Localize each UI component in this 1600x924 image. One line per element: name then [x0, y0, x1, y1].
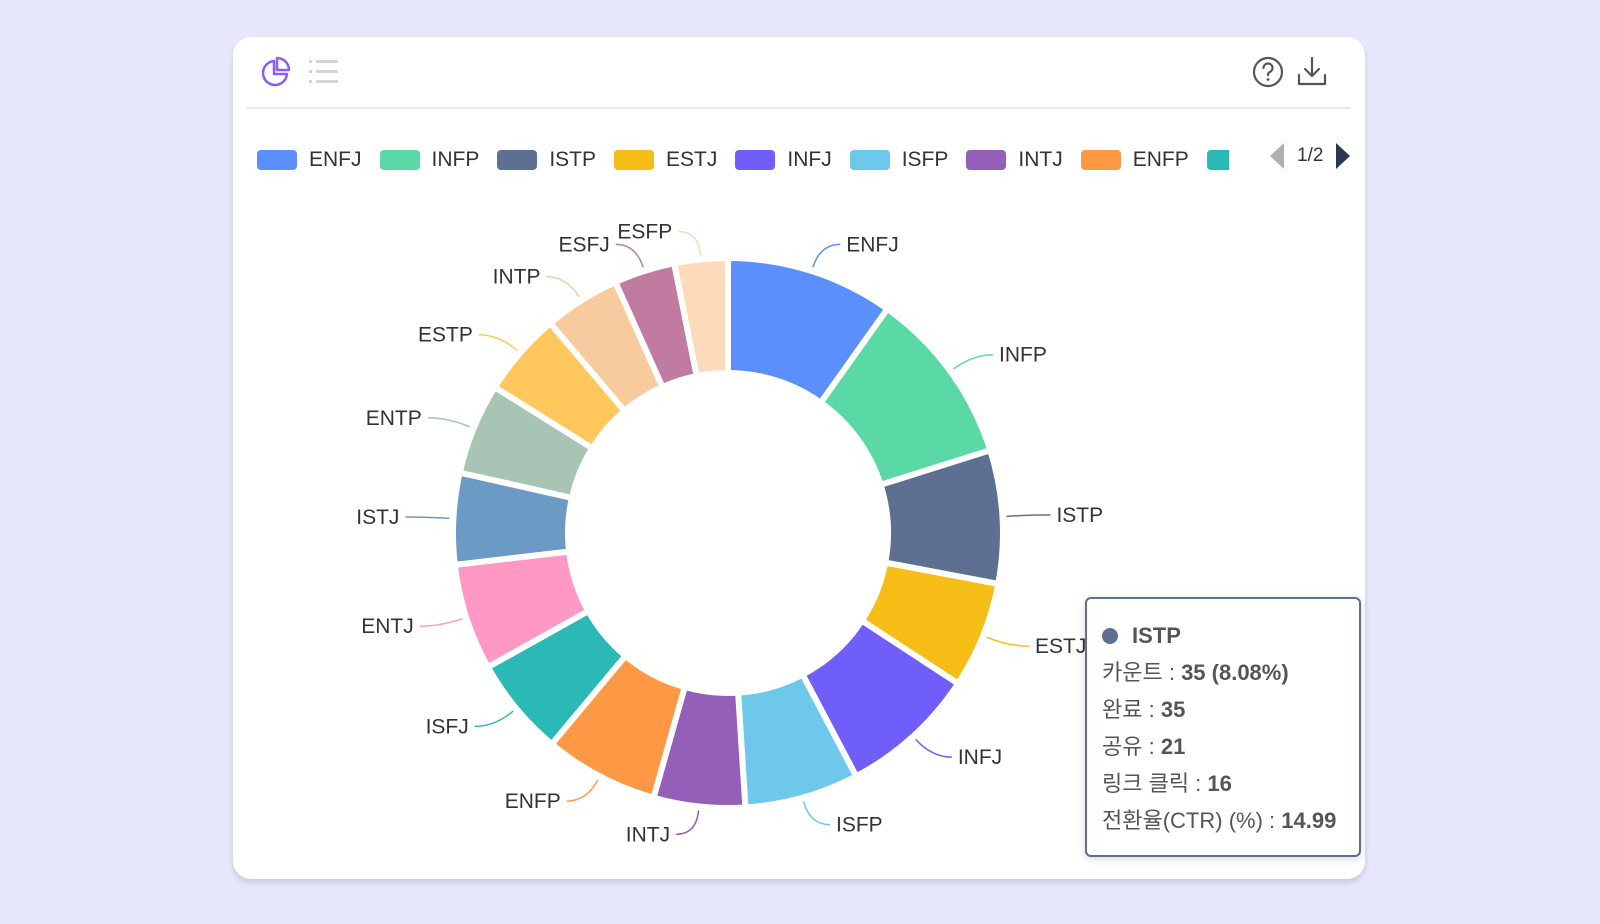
label-leader-line [419, 618, 463, 627]
slice-label: INFJ [958, 746, 1002, 769]
legend-label: ESTJ [666, 148, 718, 171]
slice-label: ISTJ [356, 506, 399, 529]
legend-swatch [379, 150, 420, 170]
legend-label: INTJ [1018, 148, 1063, 171]
legend-swatch [966, 150, 1007, 170]
legend-swatch [1080, 150, 1121, 170]
legend-label: ISTP [549, 148, 597, 171]
donut-slice[interactable] [817, 305, 994, 488]
help-icon[interactable] [1251, 55, 1285, 89]
slice-label: ESTJ [1035, 635, 1086, 658]
donut-slice[interactable] [725, 255, 891, 406]
label-leader-line [812, 243, 841, 268]
tooltip: ISTP 카운트 : 35 (8.08%) 완료 : 35 공유 : 21 링크 클릭… [1085, 597, 1361, 857]
donut-slice[interactable] [799, 617, 962, 780]
chart-card: ENFJ INFP ISTP ESTJ INFJ ISFP INTJ ENFP 1/2 ENF… [233, 37, 1365, 879]
slice-label: ISTP [1056, 504, 1103, 527]
label-leader-line [478, 333, 518, 351]
label-leader-line [615, 243, 644, 268]
slice-label: ESFJ [558, 233, 609, 256]
legend-label: INFP [431, 148, 480, 171]
donut-chart: ENFJ INFP ISTP ESTJ INFJ ISFP INTJ ENFP ISFJ ENTJ… [356, 220, 1103, 846]
label-leader-line [678, 230, 702, 256]
legend-item[interactable]: ISTP [497, 148, 596, 172]
tooltip-row-label: 링크 클릭 : [1102, 771, 1208, 796]
legend-swatch [257, 150, 297, 170]
legend-item[interactable]: ISFP [849, 148, 949, 172]
tooltip-row: 카운트 : 35 (8.08%) [1102, 654, 1344, 691]
label-leader-line [676, 810, 700, 836]
label-leader-line [427, 417, 471, 428]
donut-slice[interactable] [671, 255, 731, 380]
slice-label: ENFJ [846, 233, 899, 256]
label-leader-line [566, 779, 599, 802]
tooltip-row-label: 완료 : [1102, 697, 1161, 722]
slice-label: ESTP [418, 324, 473, 347]
label-leader-line [474, 710, 514, 728]
slice-label: ENTP [366, 407, 422, 430]
label-leader-line [546, 275, 580, 298]
legend-item[interactable]: INFP [379, 148, 480, 172]
tooltip-row-value: 35 [1160, 697, 1186, 722]
tooltip-row-label: 전환율(CTR) (%) : [1102, 808, 1282, 833]
tooltip-row-value: 35 (8.08%) [1181, 660, 1289, 685]
slice-label: ESFP [617, 220, 672, 243]
legend-item[interactable]: ENFP [1080, 148, 1189, 172]
pie-chart-icon[interactable] [259, 55, 293, 89]
slice-label: INFP [999, 344, 1047, 367]
legend-pager: 1/2 [1269, 143, 1351, 169]
legend-item[interactable]: INFJ [735, 148, 832, 172]
legend: ENFJ INFP ISTP ESTJ INFJ ISFP INTJ ENFP [257, 145, 1259, 175]
legend-page-indicator: 1/2 [1297, 145, 1324, 166]
tooltip-row-value: 14.99 [1281, 808, 1337, 833]
legend-item[interactable]: INTJ [966, 148, 1063, 172]
tooltip-row-value: 21 [1160, 734, 1186, 759]
legend-label: ENFP [1132, 148, 1189, 171]
list-icon[interactable] [307, 55, 341, 89]
label-leader-line [986, 636, 1030, 647]
slice-label: INTJ [626, 823, 670, 846]
legend-item[interactable] [1206, 150, 1241, 170]
tooltip-row-label: 공유 : [1102, 734, 1161, 759]
slice-label: ISFP [836, 814, 883, 837]
tooltip-row-value: 16 [1207, 771, 1232, 796]
series-dot-icon [1102, 628, 1118, 644]
toolbar [247, 37, 1351, 109]
legend-swatch [614, 150, 655, 170]
tooltip-row: 공유 : 21 [1102, 728, 1344, 765]
slice-label: INTP [493, 266, 541, 289]
legend-label: INFJ [787, 148, 832, 171]
slice-label: ISFJ [426, 715, 469, 738]
legend-swatch [497, 150, 538, 170]
tooltip-title-row: ISTP [1102, 617, 1344, 654]
tooltip-row: 전환율(CTR) (%) : 14.99 [1102, 802, 1344, 839]
tooltip-row-label: 카운트 : [1102, 660, 1182, 685]
slice-label: ENFP [505, 790, 561, 813]
prev-page-arrow-icon[interactable] [1269, 143, 1285, 169]
label-leader-line [915, 738, 952, 758]
label-leader-line [802, 801, 831, 826]
label-leader-line [953, 353, 994, 370]
legend-label: ENFJ [309, 148, 362, 171]
download-icon[interactable] [1295, 55, 1329, 89]
tooltip-row: 완료 : 35 [1102, 691, 1344, 728]
legend-swatch [735, 150, 776, 170]
legend-item[interactable]: ENFJ [257, 148, 362, 172]
tooltip-title: ISTP [1132, 623, 1181, 648]
tooltip-row: 링크 클릭 : 16 [1102, 765, 1344, 802]
legend-swatch [1206, 150, 1229, 170]
label-leader-line [1006, 514, 1051, 518]
slice-label: ENTJ [361, 615, 414, 638]
legend-swatch [849, 150, 890, 170]
legend-label: ISFP [901, 148, 949, 171]
label-leader-line [405, 516, 450, 520]
next-page-arrow-icon[interactable] [1335, 143, 1351, 169]
legend-item[interactable]: ESTJ [614, 148, 717, 172]
